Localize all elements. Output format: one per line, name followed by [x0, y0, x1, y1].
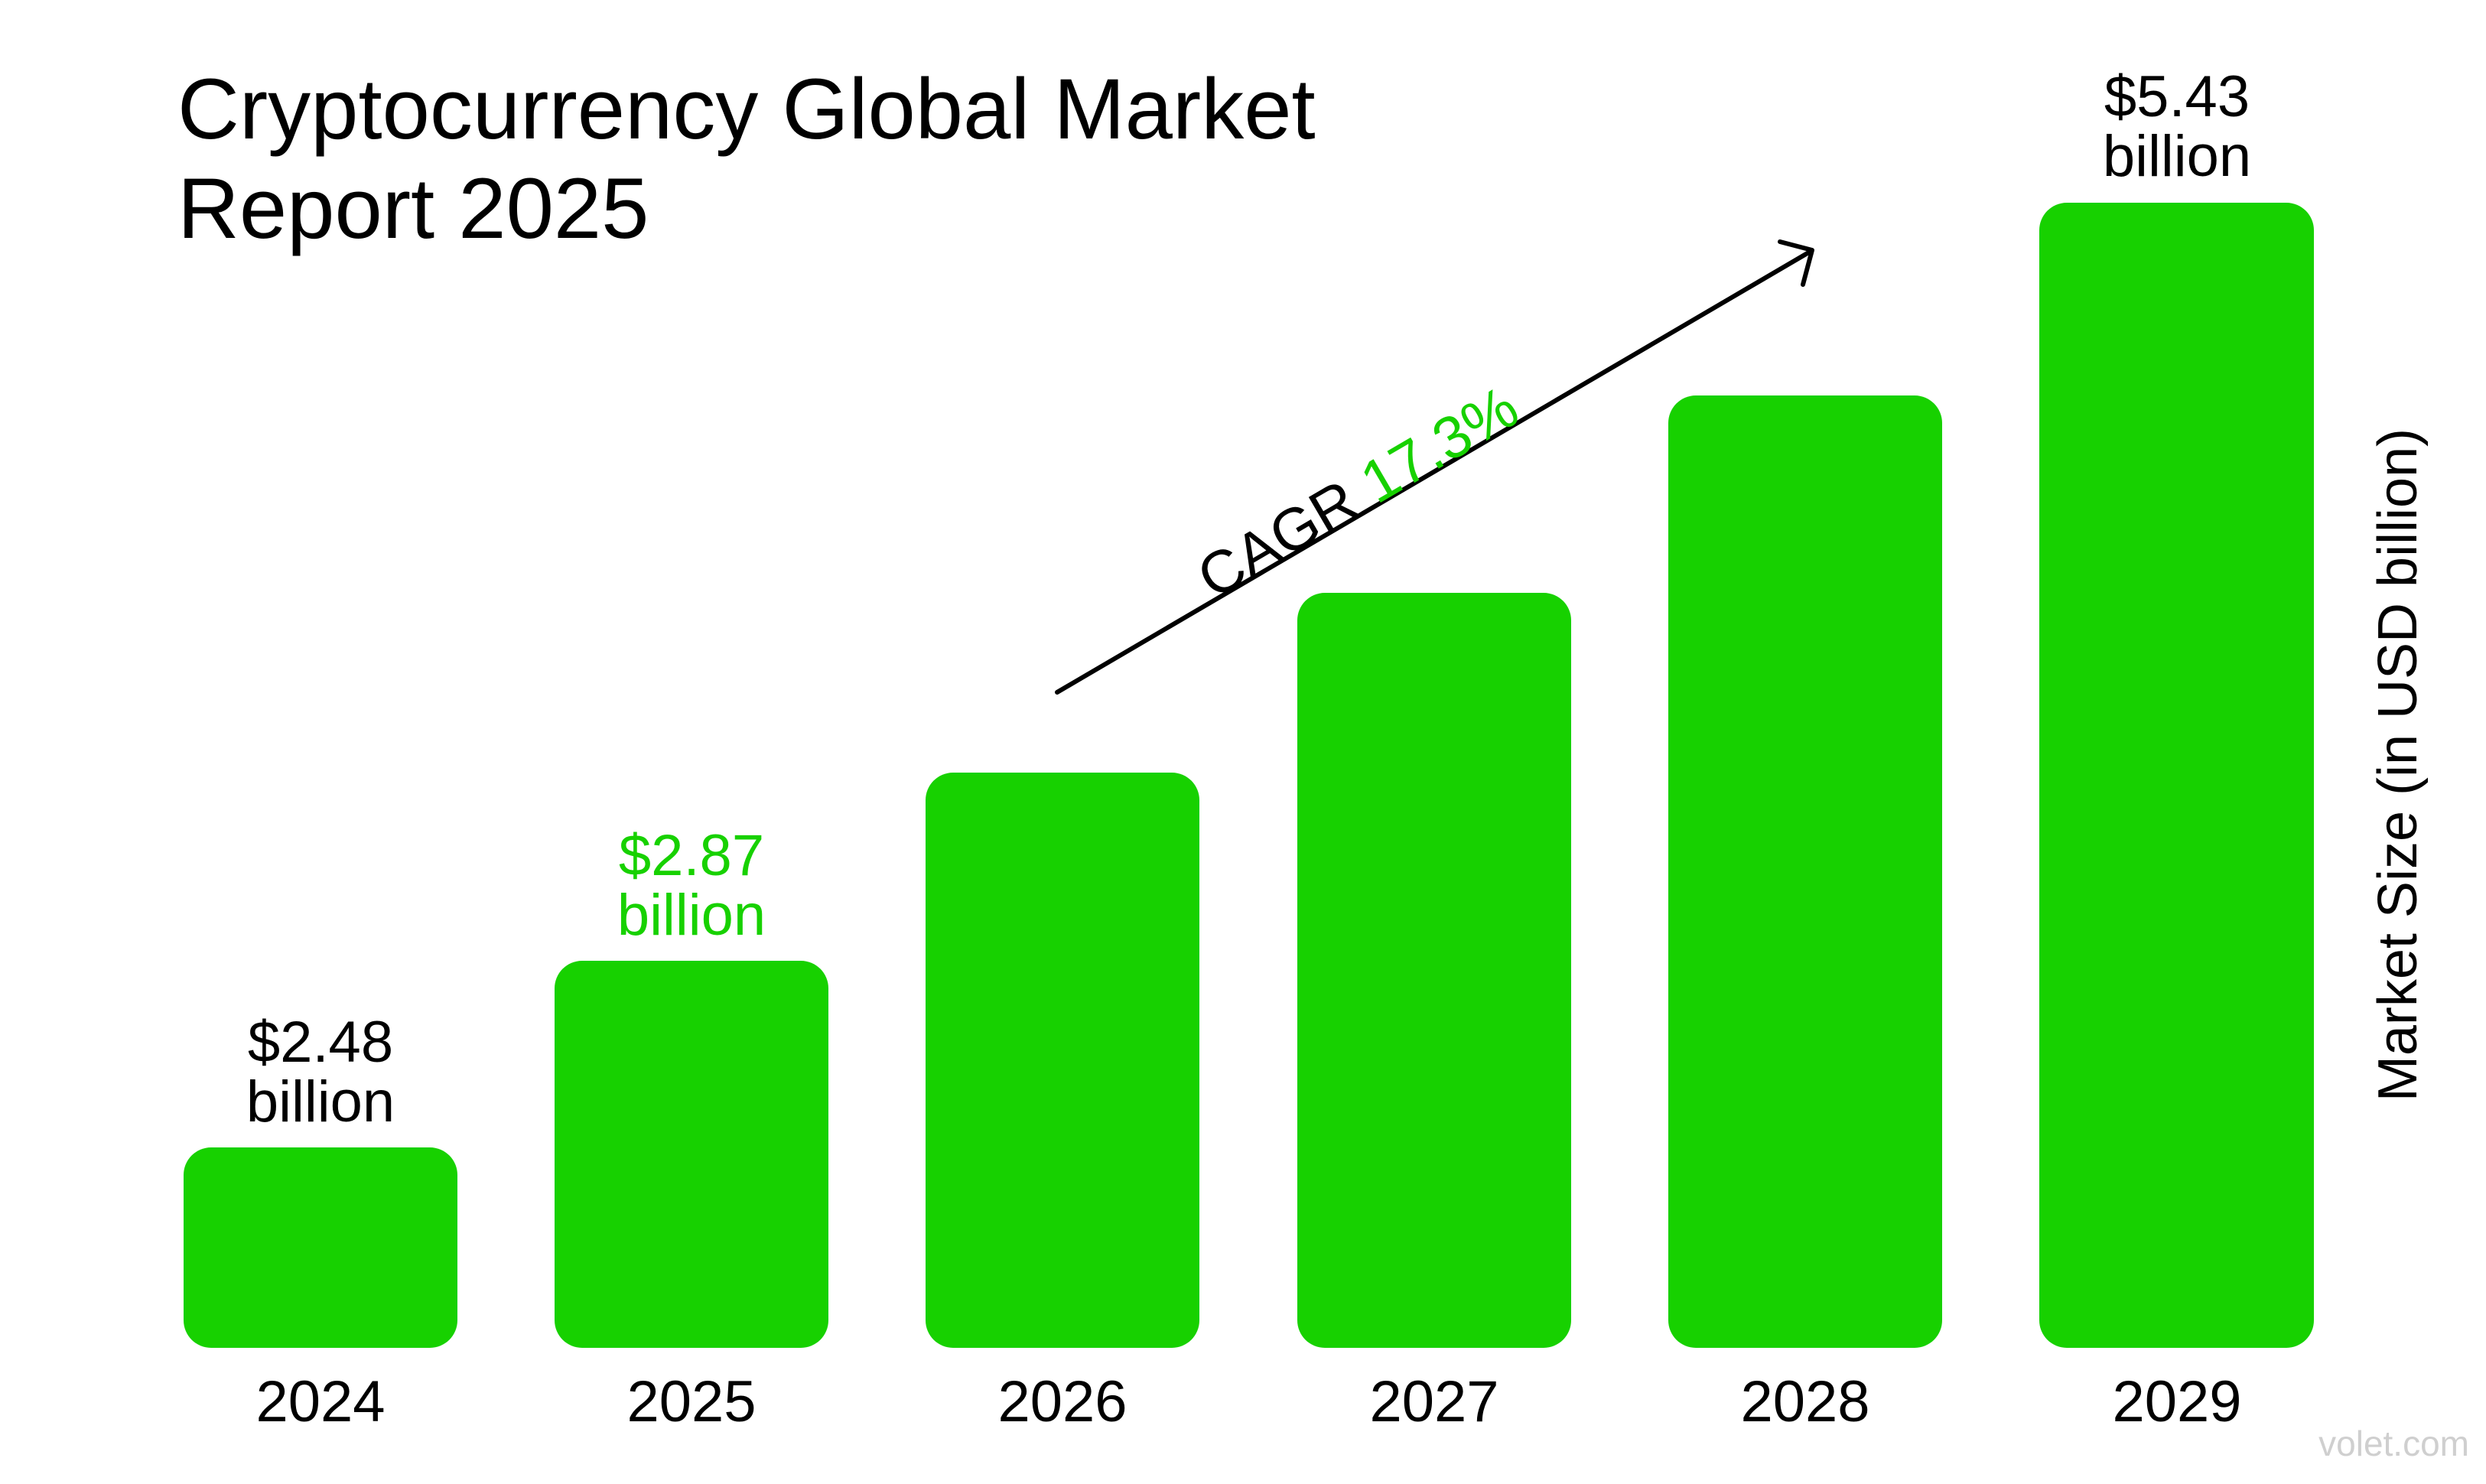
watermark: volet.com — [2318, 1424, 2469, 1463]
y-axis-label: Market Size (in USD billion) — [2367, 428, 2429, 1102]
title-line-1: Cryptocurrency Global Market — [177, 61, 1316, 157]
title-line-2: Report 2025 — [177, 161, 649, 256]
bar-2024 — [184, 1147, 457, 1348]
bar-2028 — [1668, 395, 1942, 1348]
bar-2025 — [555, 961, 828, 1348]
x-tick-2024: 2024 — [255, 1369, 386, 1434]
chart-title: Cryptocurrency Global Market Report 2025 — [177, 60, 1316, 259]
value-label-2024: $2.48 billion — [246, 1010, 395, 1134]
value-label-2025: $2.87 billion — [617, 823, 766, 948]
x-tick-2025: 2025 — [626, 1369, 757, 1434]
x-tick-2028: 2028 — [1740, 1369, 1870, 1434]
value-label-2029: $5.43 billion — [2102, 64, 2252, 189]
bar-2027 — [1297, 593, 1571, 1348]
x-tick-2027: 2027 — [1369, 1369, 1499, 1434]
bar-2029 — [2039, 203, 2314, 1348]
x-tick-2026: 2026 — [997, 1369, 1127, 1434]
bar-2026 — [926, 773, 1199, 1348]
x-tick-2029: 2029 — [2112, 1369, 2242, 1434]
